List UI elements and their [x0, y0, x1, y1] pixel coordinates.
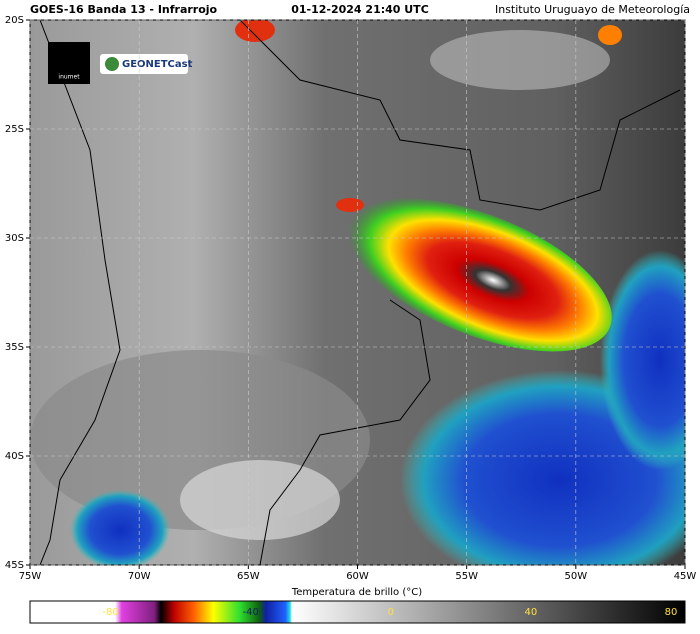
y-tick-label: 40S [5, 451, 24, 462]
x-tick-label: 45W [674, 571, 697, 582]
colorbar-tick-label: -80 [102, 607, 118, 618]
colorbar-label: Temperatura de brillo (°C) [291, 587, 422, 598]
colorbar-tick-label: 40 [525, 607, 538, 618]
colorbar-tick-label: 0 [388, 607, 394, 618]
y-tick-label: 20S [5, 15, 24, 26]
geonetcast-logo: GEONETCast [100, 54, 193, 74]
y-tick-label: 35S [5, 342, 24, 353]
x-tick-label: 75W [19, 571, 42, 582]
x-tick-label: 55W [455, 571, 478, 582]
datetime: 01-12-2024 21:40 UTC [291, 3, 429, 16]
colorbar [29, 600, 686, 624]
logo-text: GEONETCast [122, 59, 193, 70]
logo-text: inumet [58, 74, 80, 81]
colorbar-tick-label: -40 [242, 607, 258, 618]
title: GOES-16 Banda 13 - Infrarrojo [30, 3, 218, 16]
inumet-logo: inumet [48, 42, 90, 84]
y-tick-label: 45S [5, 560, 24, 571]
y-tick-label: 25S [5, 124, 24, 135]
x-tick-label: 65W [237, 571, 260, 582]
colorbar-tick-label: 80 [665, 607, 678, 618]
satellite-image [30, 20, 685, 565]
x-tick-label: 50W [565, 571, 588, 582]
x-tick-label: 60W [346, 571, 369, 582]
y-tick-label: 30S [5, 233, 24, 244]
x-tick-label: 70W [128, 571, 151, 582]
institute: Instituto Uruguayo de Meteorología [495, 3, 690, 16]
